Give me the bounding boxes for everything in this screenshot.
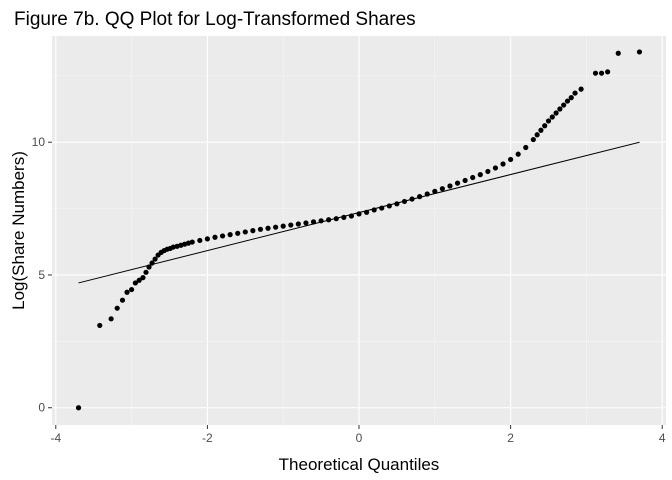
data-point: [561, 102, 567, 108]
data-point: [598, 70, 605, 76]
y-tick-label: 5: [38, 268, 45, 282]
data-point: [280, 223, 286, 229]
data-point: [371, 207, 377, 213]
chart-title: Figure 7b. QQ Plot for Log-Transformed S…: [14, 9, 416, 30]
data-point: [523, 144, 529, 151]
data-point: [394, 201, 400, 207]
data-point: [432, 188, 438, 194]
data-point: [235, 230, 241, 236]
major-gridlines: [52, 36, 666, 425]
data-point: [578, 86, 584, 92]
data-point: [515, 151, 521, 157]
data-point: [97, 322, 103, 329]
data-point: [470, 174, 476, 181]
data-point: [189, 239, 195, 245]
data-point: [250, 228, 256, 234]
data-point: [288, 222, 294, 228]
data-point: [549, 114, 555, 120]
y-tick-label: 0: [38, 401, 45, 415]
data-point: [219, 233, 226, 239]
data-point: [530, 136, 536, 143]
data-point: [132, 280, 138, 286]
data-point: [477, 172, 483, 178]
data-point: [500, 161, 506, 167]
data-point: [592, 70, 599, 76]
data-point: [447, 183, 453, 189]
x-tick-label: 2: [507, 431, 514, 445]
data-point: [204, 236, 210, 242]
data-point: [75, 405, 82, 411]
data-point: [227, 232, 233, 238]
data-point: [310, 219, 317, 225]
data-point: [439, 186, 445, 192]
x-axis-title: Theoretical Quantiles: [279, 455, 440, 474]
data-point: [143, 269, 149, 275]
y-axis-title: Log(Share Numbers): [9, 151, 28, 310]
data-point: [341, 214, 347, 220]
y-tick-label: 10: [32, 135, 46, 149]
x-axis-ticks: -4 -2 0 2 4: [50, 425, 666, 445]
x-tick-label: -4: [50, 431, 61, 445]
data-point: [333, 216, 339, 222]
data-point: [197, 237, 203, 244]
x-tick-label: 4: [659, 431, 666, 445]
data-point: [636, 49, 643, 55]
data-point: [326, 217, 332, 223]
data-point: [257, 226, 264, 232]
data-point: [265, 225, 271, 231]
data-point: [454, 180, 461, 186]
data-point: [363, 209, 370, 215]
data-point: [146, 264, 152, 270]
data-point: [119, 297, 126, 303]
data-point: [386, 203, 392, 209]
data-point: [572, 90, 578, 96]
data-point: [424, 191, 430, 197]
data-point: [295, 221, 301, 227]
data-point: [545, 118, 552, 124]
x-tick-label: 0: [356, 431, 363, 445]
data-point: [605, 69, 611, 75]
data-point: [538, 127, 544, 133]
data-point: [615, 50, 621, 56]
data-point: [485, 168, 491, 175]
data-point: [108, 316, 114, 322]
data-point: [212, 234, 218, 240]
data-point: [492, 165, 499, 171]
data-point: [318, 218, 324, 224]
data-point: [136, 277, 142, 283]
data-point: [564, 98, 571, 104]
data-point: [114, 305, 120, 311]
data-point: [303, 220, 309, 226]
data-point: [568, 95, 574, 101]
data-points: [75, 49, 643, 411]
data-point: [379, 205, 385, 211]
data-point: [140, 275, 146, 281]
data-point: [534, 132, 540, 138]
data-point: [508, 156, 514, 163]
data-point: [553, 110, 559, 116]
data-point: [348, 213, 355, 219]
data-point: [409, 196, 415, 202]
data-point: [124, 289, 130, 295]
data-point: [128, 286, 135, 293]
data-point: [462, 177, 468, 184]
data-point: [242, 229, 248, 235]
x-tick-label: -2: [202, 431, 213, 445]
data-point: [152, 256, 158, 262]
data-point: [557, 106, 563, 112]
data-point: [417, 194, 423, 200]
data-point: [149, 260, 155, 266]
data-point: [273, 224, 279, 230]
y-axis-ticks: 0 5 10: [32, 135, 52, 415]
data-point: [542, 123, 548, 129]
data-point: [401, 198, 408, 205]
data-point: [356, 211, 362, 217]
